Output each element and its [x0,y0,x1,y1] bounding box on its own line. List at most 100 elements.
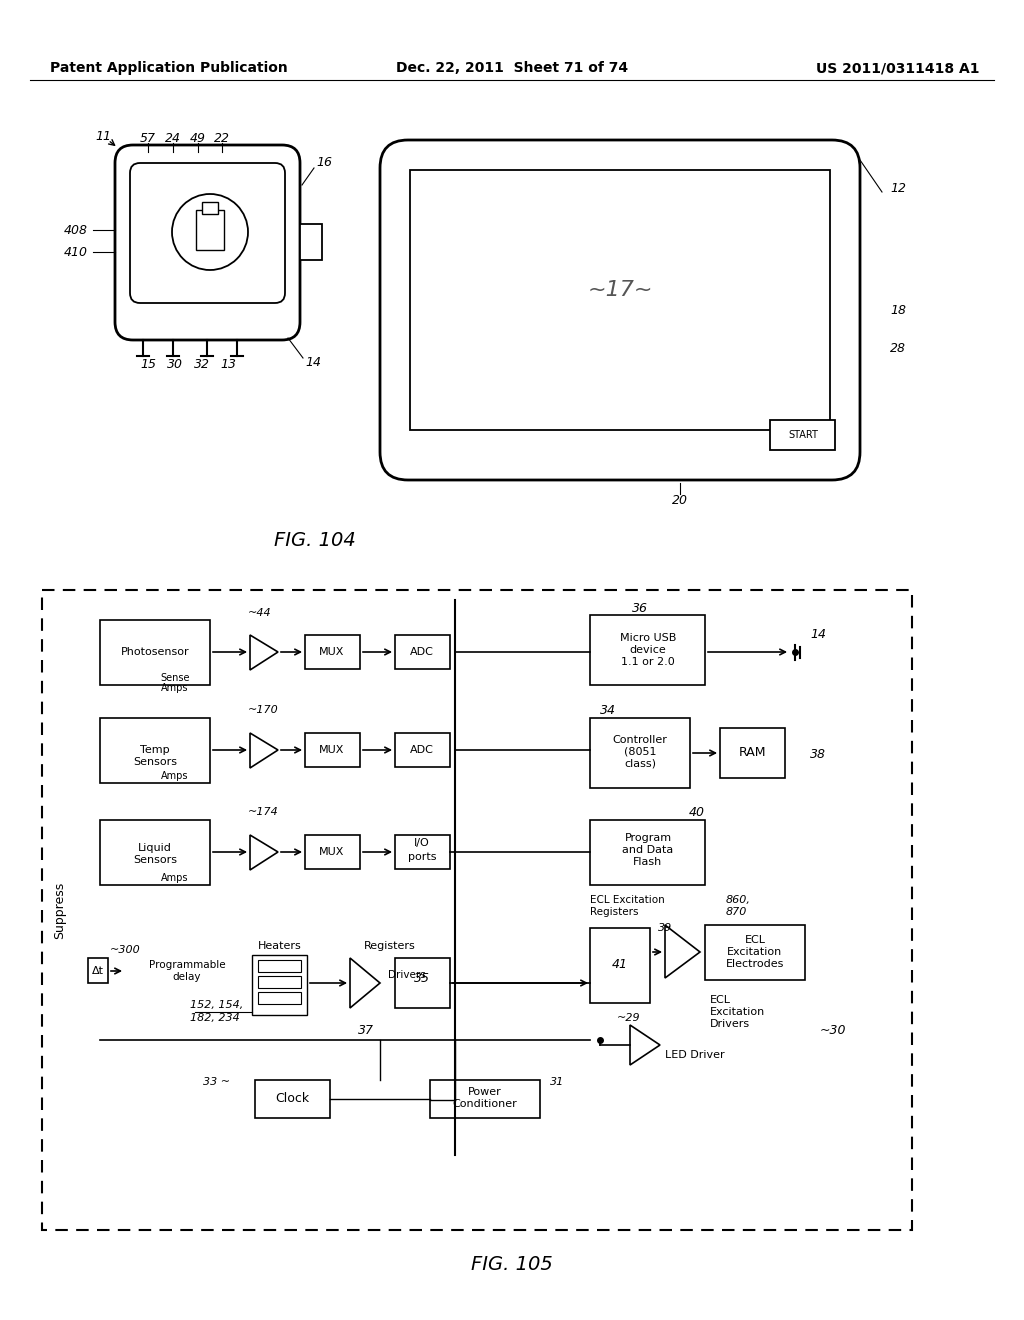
Text: 13: 13 [220,359,236,371]
Text: RAM: RAM [738,747,766,759]
Text: 16: 16 [316,157,332,169]
Text: ECL: ECL [744,935,766,945]
Text: 1.1 or 2.0: 1.1 or 2.0 [622,657,675,667]
Text: Sense: Sense [160,673,189,682]
FancyBboxPatch shape [720,729,785,777]
FancyBboxPatch shape [252,954,307,1015]
Text: 57: 57 [140,132,156,144]
Text: (8051: (8051 [624,747,656,756]
FancyBboxPatch shape [305,635,360,669]
Text: FIG. 105: FIG. 105 [471,1255,553,1275]
FancyBboxPatch shape [590,615,705,685]
FancyBboxPatch shape [196,210,224,249]
Text: Power: Power [468,1086,502,1097]
FancyBboxPatch shape [115,145,300,341]
FancyBboxPatch shape [300,224,322,260]
Text: Programmable: Programmable [148,960,225,970]
FancyBboxPatch shape [410,170,830,430]
Text: 33 ~: 33 ~ [203,1077,230,1086]
Text: Sensors: Sensors [133,855,177,865]
Text: ~29: ~29 [617,1012,641,1023]
Text: 870: 870 [726,907,748,917]
Text: 28: 28 [890,342,906,355]
FancyBboxPatch shape [42,590,912,1230]
Text: Flash: Flash [634,857,663,867]
FancyBboxPatch shape [258,975,301,987]
Text: Electrodes: Electrodes [726,960,784,969]
FancyBboxPatch shape [100,718,210,783]
FancyBboxPatch shape [258,993,301,1005]
Text: 24: 24 [165,132,181,144]
Text: FIG. 104: FIG. 104 [274,531,356,549]
FancyBboxPatch shape [130,162,285,304]
Text: Amps: Amps [161,682,188,693]
Text: device: device [630,645,667,655]
Text: Dec. 22, 2011  Sheet 71 of 74: Dec. 22, 2011 Sheet 71 of 74 [396,61,628,75]
Text: 20: 20 [672,494,688,507]
FancyBboxPatch shape [705,925,805,979]
Text: 40: 40 [689,805,705,818]
FancyBboxPatch shape [395,635,450,669]
FancyBboxPatch shape [395,836,450,869]
Text: ~44: ~44 [248,609,271,618]
Text: I/O: I/O [414,838,430,847]
Text: MUX: MUX [319,647,345,657]
Text: 34: 34 [600,704,616,717]
Text: Patent Application Publication: Patent Application Publication [50,61,288,75]
Text: 38: 38 [810,748,826,762]
Text: 12: 12 [890,181,906,194]
Text: MUX: MUX [319,847,345,857]
Text: 14: 14 [810,628,826,642]
Text: 36: 36 [632,602,648,615]
Text: Temp: Temp [140,744,170,755]
Text: 152, 154,: 152, 154, [190,1001,244,1010]
Text: Amps: Amps [161,873,188,883]
Text: Excitation: Excitation [710,1007,765,1016]
Text: 11: 11 [95,129,111,143]
Text: ADC: ADC [410,647,434,657]
Text: Liquid: Liquid [138,843,172,853]
Text: 22: 22 [214,132,230,144]
FancyBboxPatch shape [395,958,450,1008]
Text: 49: 49 [190,132,206,144]
Text: US 2011/0311418 A1: US 2011/0311418 A1 [816,61,980,75]
Text: Registers: Registers [590,907,639,917]
Text: 37: 37 [358,1023,374,1036]
Text: START: START [788,430,818,440]
Text: Registers: Registers [365,941,416,950]
Text: Micro USB: Micro USB [620,634,676,643]
FancyBboxPatch shape [430,1080,540,1118]
Text: 14: 14 [305,355,321,368]
FancyBboxPatch shape [305,733,360,767]
FancyBboxPatch shape [255,1080,330,1118]
Text: ~30: ~30 [820,1023,847,1036]
Text: Drivers: Drivers [710,1019,751,1030]
Text: 182, 234: 182, 234 [190,1012,240,1023]
Text: Suppress: Suppress [53,882,67,939]
Text: 410: 410 [63,246,88,259]
Text: ~170: ~170 [248,705,279,715]
Text: 31: 31 [550,1077,564,1086]
Text: ECL Excitation: ECL Excitation [590,895,665,906]
FancyBboxPatch shape [590,820,705,884]
FancyBboxPatch shape [202,202,218,214]
Text: MUX: MUX [319,744,345,755]
FancyBboxPatch shape [88,958,108,983]
Text: Sensors: Sensors [133,756,177,767]
Text: ~174: ~174 [248,807,279,817]
Text: 32: 32 [194,359,210,371]
FancyBboxPatch shape [380,140,860,480]
FancyBboxPatch shape [770,420,835,450]
Text: Amps: Amps [161,771,188,781]
FancyBboxPatch shape [258,960,301,972]
FancyBboxPatch shape [395,733,450,767]
Text: delay: delay [173,972,202,982]
Text: Clock: Clock [274,1093,309,1106]
Text: 860,: 860, [726,895,751,906]
Text: ADC: ADC [410,744,434,755]
FancyBboxPatch shape [305,836,360,869]
Text: Conditioner: Conditioner [453,1100,517,1109]
Text: 18: 18 [890,304,906,317]
FancyBboxPatch shape [100,620,210,685]
Text: Heaters: Heaters [258,941,302,950]
